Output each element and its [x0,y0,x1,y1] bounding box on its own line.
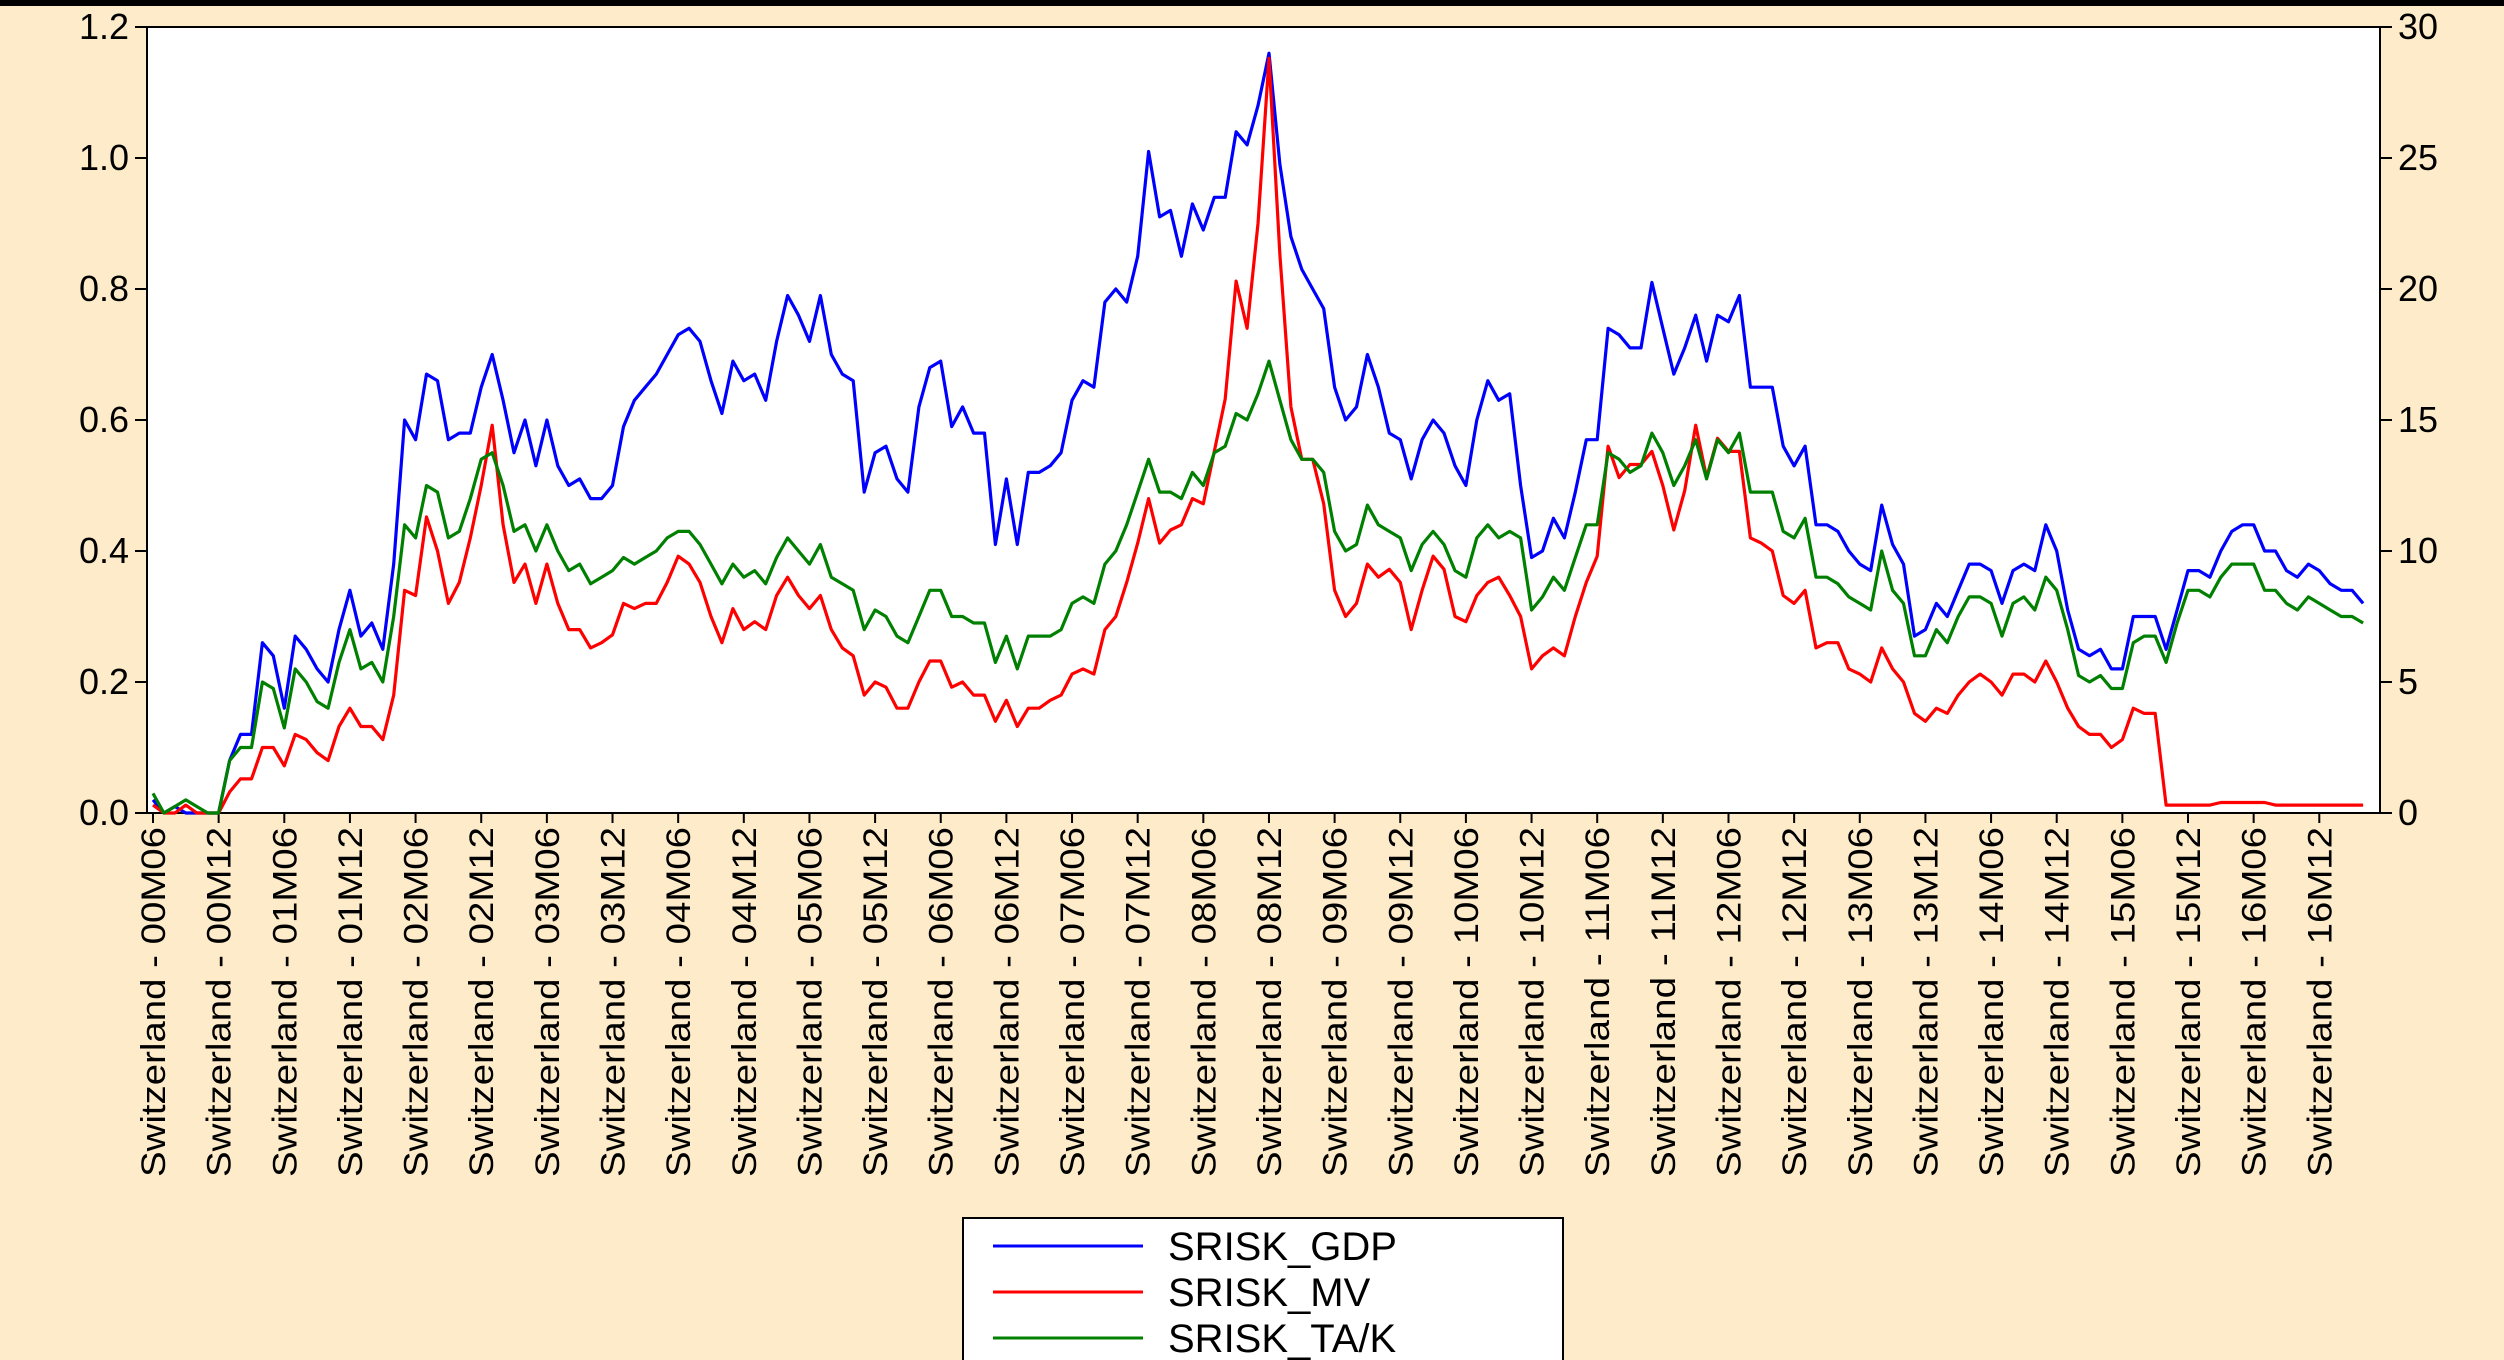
legend-box [962,1217,1564,1360]
series-line [151,51,2365,815]
x-tick-label: Switzerland - 06M12 [988,827,1026,1177]
y-tick-label: 0.2 [79,661,129,702]
x-tick-label: Switzerland - 03M12 [595,827,633,1177]
x-tick-label: Switzerland - 06M06 [923,827,961,1177]
series-line [151,359,2364,815]
y2-tick-label: 10 [2398,530,2438,571]
x-tick-label: Switzerland - 07M12 [1120,827,1158,1177]
x-tick-label: Switzerland - 13M12 [1907,827,1945,1177]
y2-tick-label: 30 [2398,6,2438,47]
x-tick-label: Switzerland - 02M06 [398,827,436,1177]
y2-tick-label: 15 [2398,399,2438,440]
y-tick-label: 0.8 [79,268,129,309]
x-tick-label: Switzerland - 15M12 [2170,827,2208,1177]
legend-label: SRISK_TA/K [1168,1317,1397,1360]
top-border [0,0,2504,6]
x-tick-label: Switzerland - 10M06 [1448,827,1486,1177]
x-tick-label: Switzerland - 16M12 [2301,827,2339,1177]
x-tick-label: Switzerland - 04M12 [726,827,764,1177]
x-tick-label: Switzerland - 14M06 [1973,827,2011,1177]
x-tick-label: Switzerland - 12M06 [1710,827,1748,1177]
x-tick-label: Switzerland - 16M06 [2236,827,2274,1177]
y2-tick-label: 20 [2398,268,2438,309]
x-tick-label: Switzerland - 09M12 [1382,827,1420,1177]
x-tick-label: Switzerland - 09M06 [1317,827,1355,1177]
y2-tick-label: 0 [2398,792,2418,833]
y-tick-label: 0.6 [79,399,129,440]
x-tick-label: Switzerland - 12M12 [1776,827,1814,1177]
x-tick-label: Switzerland - 11M06 [1579,827,1617,1177]
y-tick-label: 0.4 [79,530,129,571]
x-tick-label: Switzerland - 02M12 [463,827,501,1177]
legend-label: SRISK_MV [1168,1271,1371,1315]
y2-tick-label: 25 [2398,137,2438,178]
series-line [152,56,2364,815]
x-tick-label: Switzerland - 00M06 [135,827,173,1177]
x-tick-label: Switzerland - 03M06 [529,827,567,1177]
x-tick-label: Switzerland - 10M12 [1514,827,1552,1177]
x-tick-label: Switzerland - 07M06 [1054,827,1092,1177]
x-tick-label: Switzerland - 05M12 [857,827,895,1177]
x-tick-label: Switzerland - 05M06 [791,827,829,1177]
y-tick-label: 0.0 [79,792,129,833]
x-tick-label: Switzerland - 11M12 [1645,827,1683,1177]
x-tick-label: Switzerland - 08M12 [1251,827,1289,1177]
x-tick-label: Switzerland - 00M12 [201,827,239,1177]
y-tick-label: 1.0 [79,137,129,178]
y-tick-label: 1.2 [79,6,129,47]
legend-label: SRISK_GDP [1168,1225,1397,1269]
x-tick-label: Switzerland - 13M06 [1842,827,1880,1177]
x-tick-label: Switzerland - 14M12 [2039,827,2077,1177]
x-tick-label: Switzerland - 08M06 [1185,827,1223,1177]
y2-tick-label: 5 [2398,661,2418,702]
x-tick-label: Switzerland - 01M12 [332,827,370,1177]
x-tick-label: Switzerland - 01M06 [266,827,304,1177]
x-tick-label: Switzerland - 04M06 [660,827,698,1177]
x-tick-label: Switzerland - 15M06 [2104,827,2142,1177]
